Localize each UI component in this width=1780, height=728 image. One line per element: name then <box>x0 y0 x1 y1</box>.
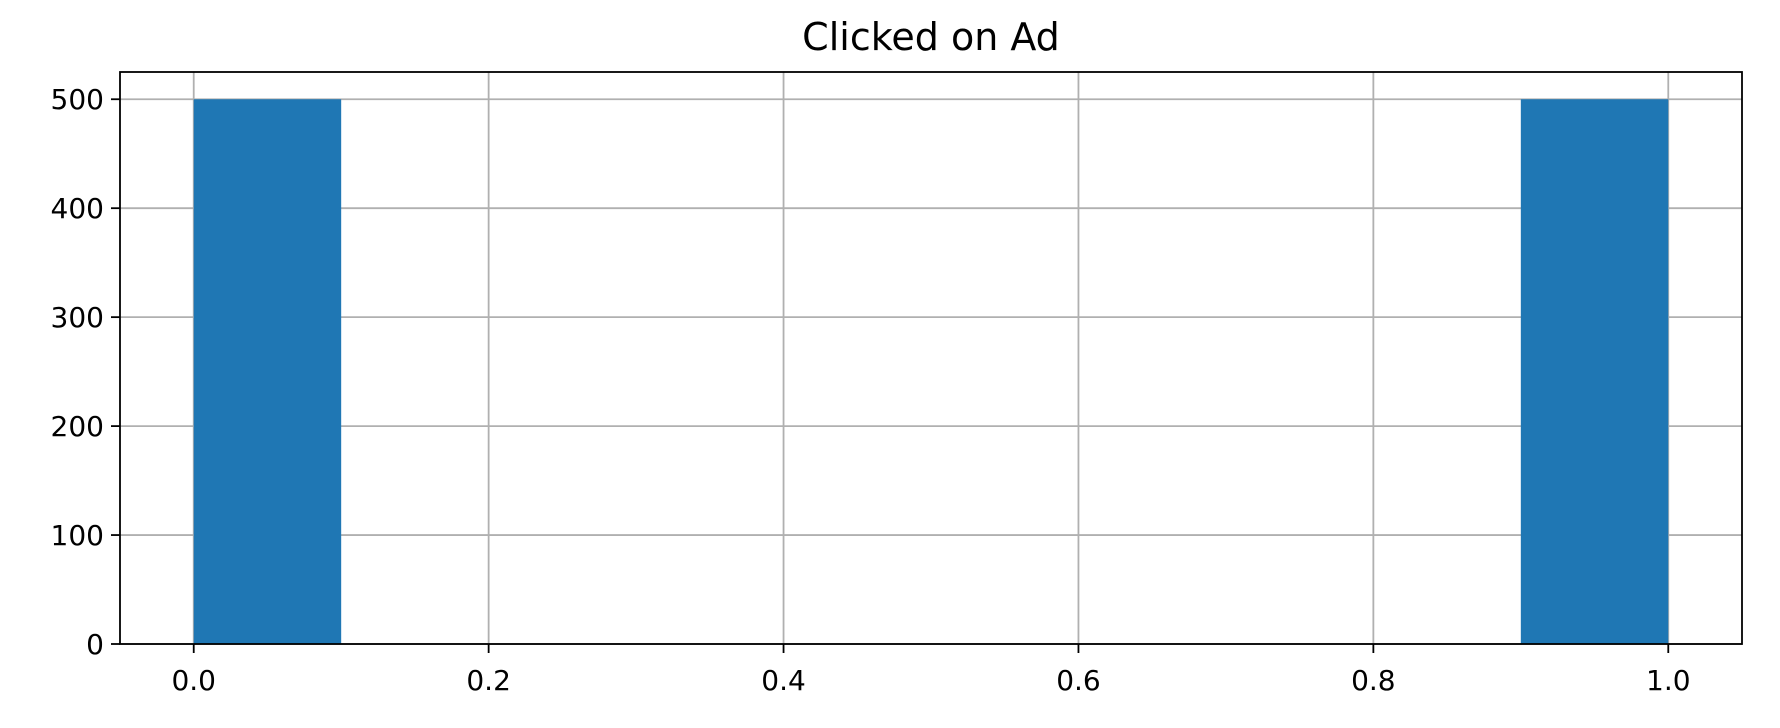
x-tick-label: 0.4 <box>761 664 806 697</box>
x-axis-ticks: 0.0 0.2 0.4 0.6 0.8 1.0 <box>171 644 1691 697</box>
y-tick-label: 100 <box>51 519 104 552</box>
x-tick-label: 0.6 <box>1056 664 1101 697</box>
axes-frame <box>119 71 1743 645</box>
x-tick-label: 0.0 <box>171 664 216 697</box>
chart-title: Clicked on Ad <box>802 15 1060 59</box>
x-tick-label: 0.2 <box>466 664 511 697</box>
bars <box>193 99 1669 644</box>
y-tick-label: 200 <box>51 410 104 443</box>
y-tick-label: 500 <box>51 83 104 116</box>
x-tick-label: 1.0 <box>1646 664 1691 697</box>
y-tick-label: 0 <box>86 628 104 661</box>
grid-lines <box>120 72 1742 645</box>
x-tick-label: 0.8 <box>1351 664 1396 697</box>
y-axis-ticks: 0 100 200 300 400 500 <box>51 83 120 661</box>
histogram-bar <box>193 99 342 644</box>
y-tick-label: 400 <box>51 192 104 225</box>
y-tick-label: 300 <box>51 301 104 334</box>
histogram-bar <box>1520 99 1669 644</box>
